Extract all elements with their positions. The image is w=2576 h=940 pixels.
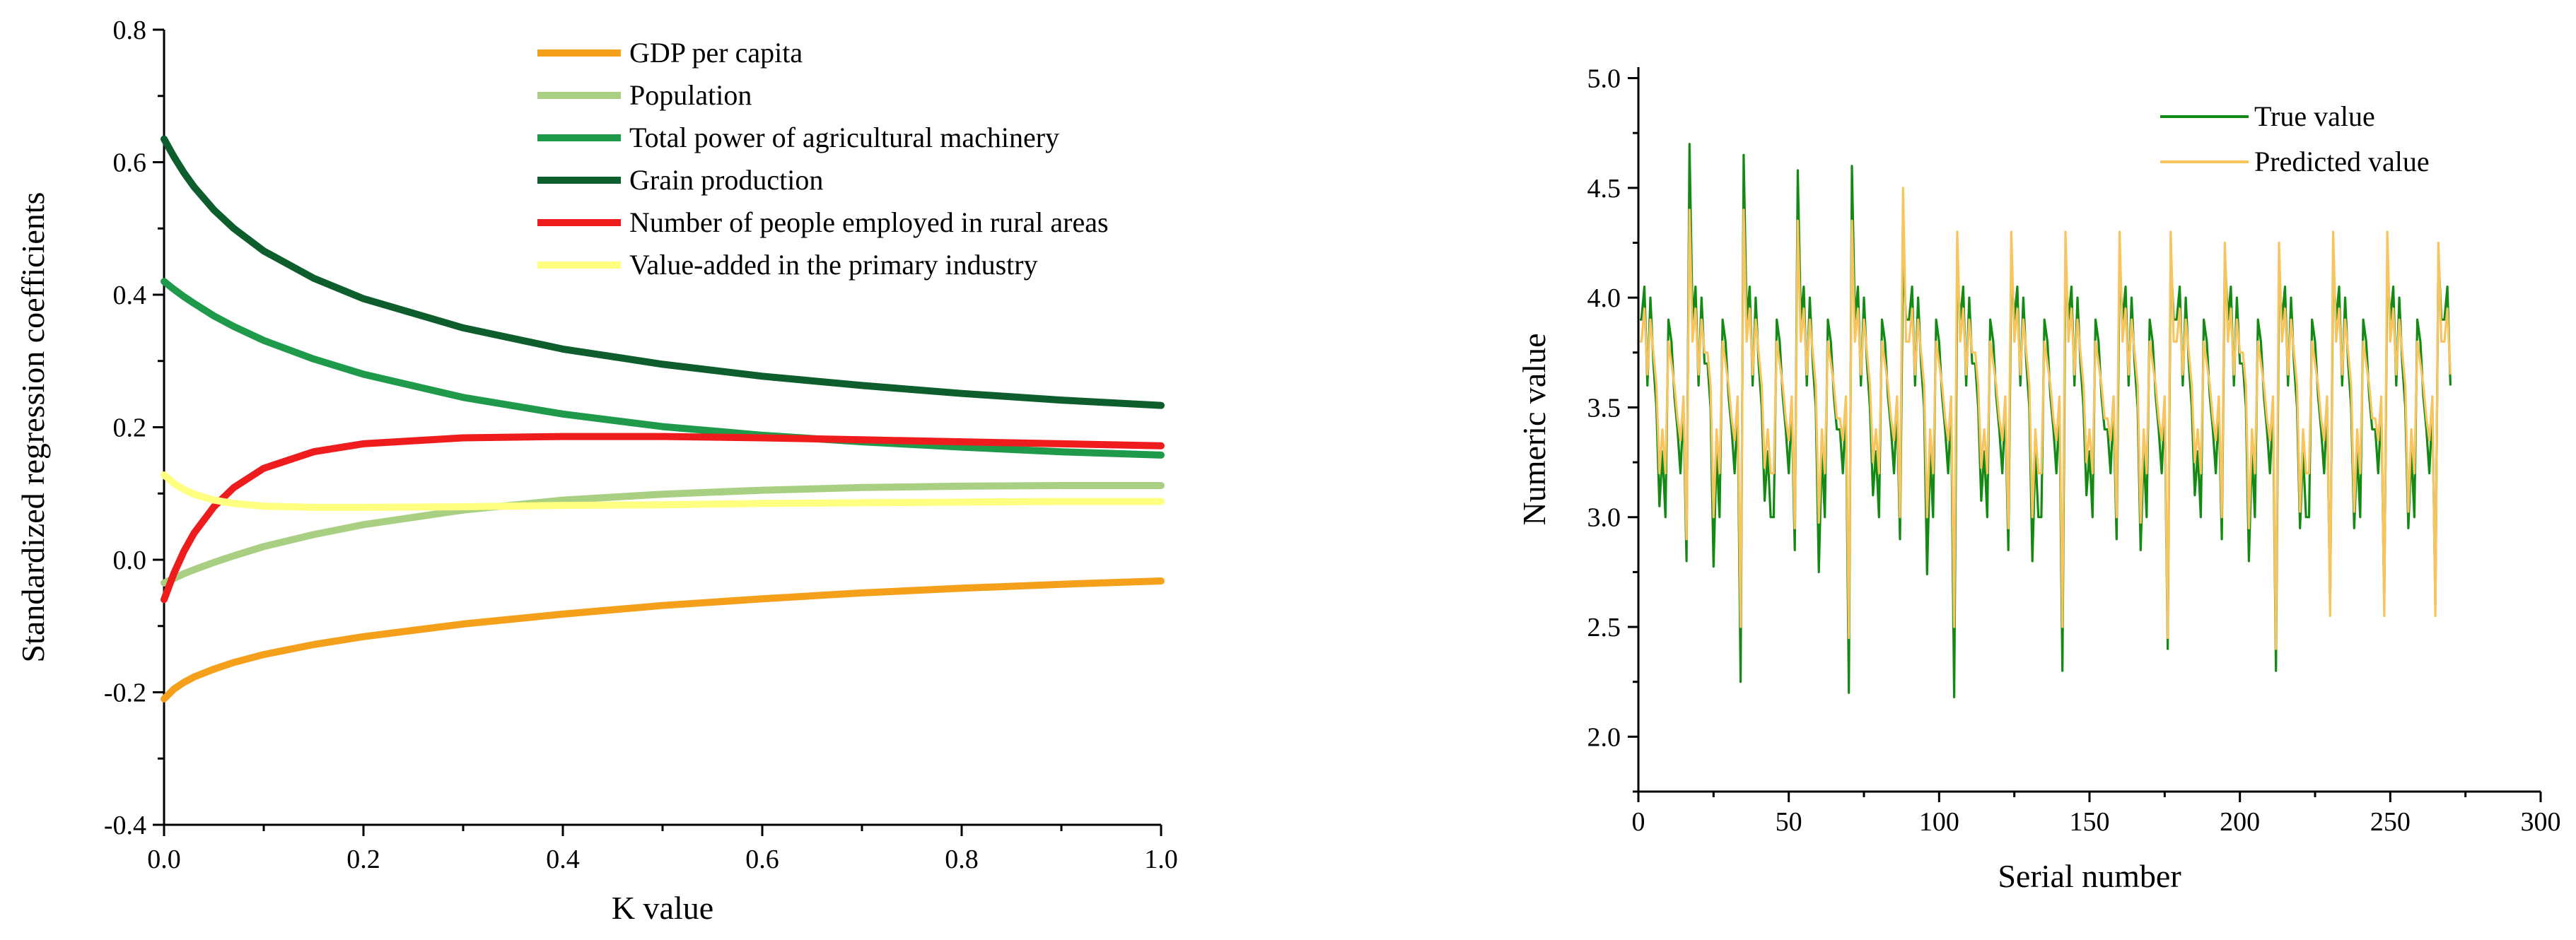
x-tick-label: 200 [2220,807,2260,837]
legend-label-1: Predicted value [2254,146,2430,177]
y-tick-label: 0.4 [113,281,147,310]
y-tick-label: 2.5 [1587,613,1621,642]
series-line-1 [1640,187,2452,650]
x-tick-label: 100 [1919,807,1959,837]
x-axis-label: K value [612,890,713,926]
x-tick-label: 0.8 [945,845,979,874]
legend-label-2: Total power of agricultural machinery [629,122,1059,153]
x-tick-label: 150 [2070,807,2110,837]
y-tick-label: 3.0 [1587,503,1621,533]
y-tick-label: 5.0 [1587,64,1621,94]
y-tick-label: 0.2 [113,413,147,443]
y-tick-label: 0.6 [113,148,147,178]
ridge-trace-chart: 0.0 0.2 0.4 0.6 0.8 1.0 -0.4 -0.2 0.0 0.2 0.4 0.6 0.… [15,16,1178,926]
y-axis-label: Standardized regression coefficients [15,192,51,663]
x-tick-label: 0.4 [546,845,580,874]
x-tick-label: 50 [1776,807,1802,837]
x-tick-label: 0.6 [745,845,779,874]
series-line-1 [161,482,1165,587]
y-tick-label: 4.5 [1587,174,1621,204]
x-tick-label: 0.2 [346,845,380,874]
x-tick-label: 0.0 [147,845,181,874]
legend-label-0: GDP per capita [629,37,803,69]
x-tick-label: 250 [2370,807,2411,837]
y-axis-label: Numeric value [1516,333,1552,525]
legend-label-0: True value [2254,100,2375,132]
x-axis-label: Serial number [1998,858,2181,894]
y-tick-label: 0.0 [113,546,147,575]
x-tick-label: 1.0 [1144,845,1178,874]
prediction-comparison-chart: 0 50 100 150 200 250 300 2.0 2.5 3.0 3.5 4.0 4.5 5.0 S… [1516,64,2561,894]
series-line-2 [161,278,1165,459]
series-line-3 [161,135,1165,409]
series-line-5 [161,471,1165,511]
series-line-0 [1640,143,2452,699]
y-tick-label: 0.8 [113,16,147,45]
y-tick-label: 4.0 [1587,283,1621,313]
legend-label-5: Value-added in the primary industry [629,249,1038,281]
y-tick-label: -0.2 [104,678,146,708]
legend-label-1: Population [629,79,752,111]
y-tick-label: 3.5 [1587,393,1621,423]
y-tick-label: 2.0 [1587,722,1621,752]
y-tick-label: -0.4 [104,811,146,840]
x-tick-label: 300 [2521,807,2561,837]
x-tick-label: 0 [1632,807,1645,837]
series-line-0 [161,577,1165,703]
series-line-4 [161,433,1165,604]
legend-label-4: Number of people employed in rural areas [629,206,1109,238]
legend-label-3: Grain production [629,164,823,196]
